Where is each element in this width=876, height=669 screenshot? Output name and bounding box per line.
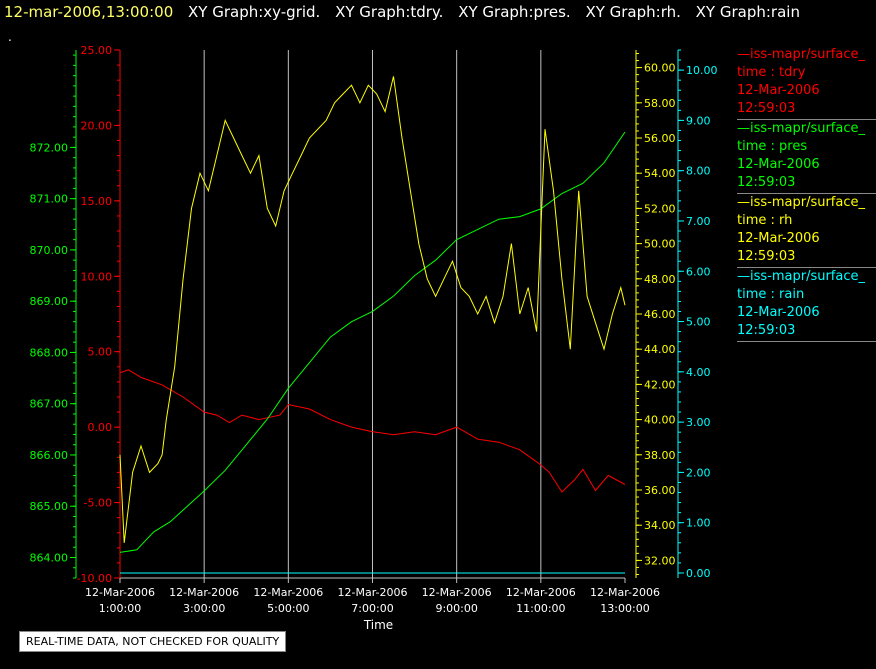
tick-label: 2.00	[686, 466, 711, 479]
tick-label: 870.00	[30, 244, 69, 257]
x-tick-label: 9:00:00	[435, 602, 477, 615]
legend-time: 12:59:03	[737, 175, 796, 190]
tick-label: 25.00	[81, 44, 113, 57]
tick-label: 7.00	[686, 215, 711, 228]
legend-entry: —iss-mapr/surface_time : rh 12-Mar-2006 12…	[737, 194, 876, 268]
legend-date: 12-Mar-2006	[737, 157, 820, 172]
tick-label: 48.00	[644, 273, 676, 286]
header-timestamp: 12-mar-2006,13:00:00	[4, 3, 174, 21]
x-tick-label: 11:00:00	[516, 602, 565, 615]
tick-label: 60.00	[644, 62, 676, 75]
tick-label: 15.00	[81, 195, 113, 208]
legend-field: time : pres	[737, 139, 808, 154]
graph-title: XY Graph:xy-grid.	[183, 3, 321, 21]
legend-time: 12:59:03	[737, 101, 796, 116]
tick-label: 0.00	[88, 421, 113, 434]
tick-label: 50.00	[644, 238, 676, 251]
tick-label: 1.00	[686, 517, 711, 530]
x-tick-label: 12-Mar-2006	[169, 586, 239, 599]
graph-title: XY Graph:rain	[690, 3, 800, 21]
x-tick-label: 12-Mar-2006	[590, 586, 660, 599]
x-tick-label: 5:00:00	[267, 602, 309, 615]
tick-label: 10.00	[81, 270, 113, 283]
legend-field: time : rain	[737, 287, 805, 302]
tick-label: 3.00	[686, 416, 711, 429]
tick-label: -10.00	[77, 572, 112, 585]
legend-entry: —iss-mapr/surface_time : tdry 12-Mar-2006…	[737, 46, 876, 120]
tick-label: 5.00	[686, 316, 711, 329]
tick-label: 9.00	[686, 114, 711, 127]
x-tick-label: 12-Mar-2006	[85, 586, 155, 599]
x-tick-label: 12-Mar-2006	[253, 586, 323, 599]
x-axis-label: Time	[363, 618, 393, 632]
tick-label: 20.00	[81, 119, 113, 132]
legend-name: —iss-mapr/surface_	[737, 269, 866, 284]
tick-label: 34.00	[644, 519, 676, 532]
tick-label: 6.00	[686, 265, 711, 278]
tick-label: 38.00	[644, 449, 676, 462]
marker-dot: .	[8, 30, 12, 44]
tick-label: 32.00	[644, 554, 676, 567]
series-line-pres	[119, 131, 626, 553]
quality-notice: REAL-TIME DATA, NOT CHECKED FOR QUALITY	[19, 631, 287, 652]
legend-name: —iss-mapr/surface_	[737, 195, 866, 210]
legend-entry: —iss-mapr/surface_time : rain 12-Mar-2006…	[737, 268, 876, 342]
graph-header: 12-mar-2006,13:00:00 XY Graph:xy-grid. X…	[0, 0, 876, 28]
tick-label: 8.00	[686, 165, 711, 178]
legend-field: time : rh	[737, 213, 793, 228]
legend-entry: —iss-mapr/surface_time : pres 12-Mar-2006…	[737, 120, 876, 194]
legend-field: time : tdry	[737, 65, 806, 80]
tick-label: 42.00	[644, 378, 676, 391]
legend-separator	[737, 119, 876, 120]
tick-label: 5.00	[88, 346, 113, 359]
tick-label: -5.00	[84, 497, 112, 510]
legend-name: —iss-mapr/surface_	[737, 121, 866, 136]
tick-label: 44.00	[644, 343, 676, 356]
tick-label: 40.00	[644, 414, 676, 427]
tick-label: 10.00	[686, 64, 718, 77]
tick-label: 0.00	[686, 567, 711, 580]
tick-label: 865.00	[30, 500, 69, 513]
tick-label: 52.00	[644, 202, 676, 215]
legend-separator	[737, 341, 876, 342]
tick-label: 869.00	[30, 295, 69, 308]
legend: —iss-mapr/surface_ time : tdry 12-Mar-2006…	[737, 46, 876, 342]
x-tick-label: 13:00:00	[600, 602, 649, 615]
tick-label: 46.00	[644, 308, 676, 321]
legend-time: 12:59:03	[737, 323, 796, 338]
legend-date: 12-Mar-2006	[737, 231, 820, 246]
legend-date: 12-Mar-2006	[737, 83, 820, 98]
tick-label: 4.00	[686, 366, 711, 379]
graph-title: XY Graph:pres.	[453, 3, 571, 21]
x-tick-label: 7:00:00	[351, 602, 393, 615]
x-tick-label: 1:00:00	[99, 602, 141, 615]
series-line-tdry	[119, 369, 626, 493]
legend-separator	[737, 267, 876, 268]
legend-date: 12-Mar-2006	[737, 305, 820, 320]
tick-label: 866.00	[30, 449, 69, 462]
graph-title: XY Graph:tdry.	[330, 3, 444, 21]
tick-label: 867.00	[30, 398, 69, 411]
legend-name: —iss-mapr/surface_	[737, 47, 866, 62]
tick-label: 864.00	[30, 551, 69, 564]
legend-separator	[737, 193, 876, 194]
tick-label: 872.00	[30, 141, 69, 154]
graph-title: XY Graph:rh.	[580, 3, 681, 21]
series-line-rh	[119, 76, 626, 543]
x-tick-label: 3:00:00	[183, 602, 225, 615]
tick-label: 868.00	[30, 346, 69, 359]
x-tick-label: 12-Mar-2006	[338, 586, 408, 599]
tick-label: 56.00	[644, 132, 676, 145]
x-tick-label: 12-Mar-2006	[422, 586, 492, 599]
tick-label: 58.00	[644, 97, 676, 110]
tick-label: 54.00	[644, 167, 676, 180]
tick-label: 36.00	[644, 484, 676, 497]
x-tick-label: 12-Mar-2006	[506, 586, 576, 599]
tick-label: 871.00	[30, 193, 69, 206]
legend-time: 12:59:03	[737, 249, 796, 264]
